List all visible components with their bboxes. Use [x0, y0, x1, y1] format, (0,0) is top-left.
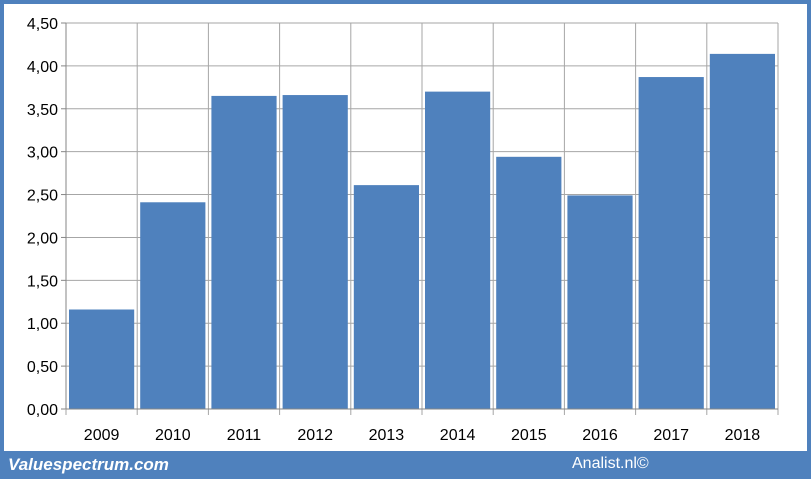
y-tick-label: 3,50 — [27, 102, 58, 119]
x-tick-label: 2009 — [84, 427, 120, 444]
bar-2018 — [709, 53, 775, 409]
x-tick-label: 2015 — [511, 427, 547, 444]
bar-2017 — [638, 77, 704, 409]
bar-2016 — [567, 195, 633, 409]
x-tick-label: 2013 — [369, 427, 405, 444]
y-tick-label: 4,50 — [27, 16, 58, 33]
y-tick-label: 1,50 — [27, 273, 58, 290]
bar-2014 — [425, 91, 491, 409]
x-tick-label: 2016 — [582, 427, 618, 444]
x-tick-label: 2010 — [155, 427, 191, 444]
bar-2010 — [140, 202, 206, 409]
footer-bar — [0, 451, 811, 479]
x-tick-label: 2011 — [227, 427, 262, 444]
footer-credit-text: Analist.nl© — [572, 455, 649, 472]
bar-2015 — [496, 156, 562, 409]
bar-2013 — [353, 185, 419, 409]
y-tick-label: 3,00 — [27, 145, 58, 162]
y-tick-label: 2,00 — [27, 230, 58, 247]
bar-2011 — [211, 95, 277, 410]
y-tick-label: 2,50 — [27, 188, 58, 205]
x-tick-label: 2018 — [725, 427, 761, 444]
y-tick-label: 4,00 — [27, 59, 58, 76]
footer-brand-text: Valuespectrum.com — [8, 455, 169, 474]
bar-2012 — [282, 95, 348, 409]
x-tick-label: 2012 — [297, 427, 333, 444]
y-tick-label: 0,50 — [27, 359, 58, 376]
x-tick-label: 2014 — [440, 427, 476, 444]
x-tick-label: 2017 — [653, 427, 689, 444]
bar-2009 — [69, 309, 135, 409]
y-tick-label: 0,00 — [27, 402, 58, 419]
y-tick-label: 1,00 — [27, 316, 58, 333]
